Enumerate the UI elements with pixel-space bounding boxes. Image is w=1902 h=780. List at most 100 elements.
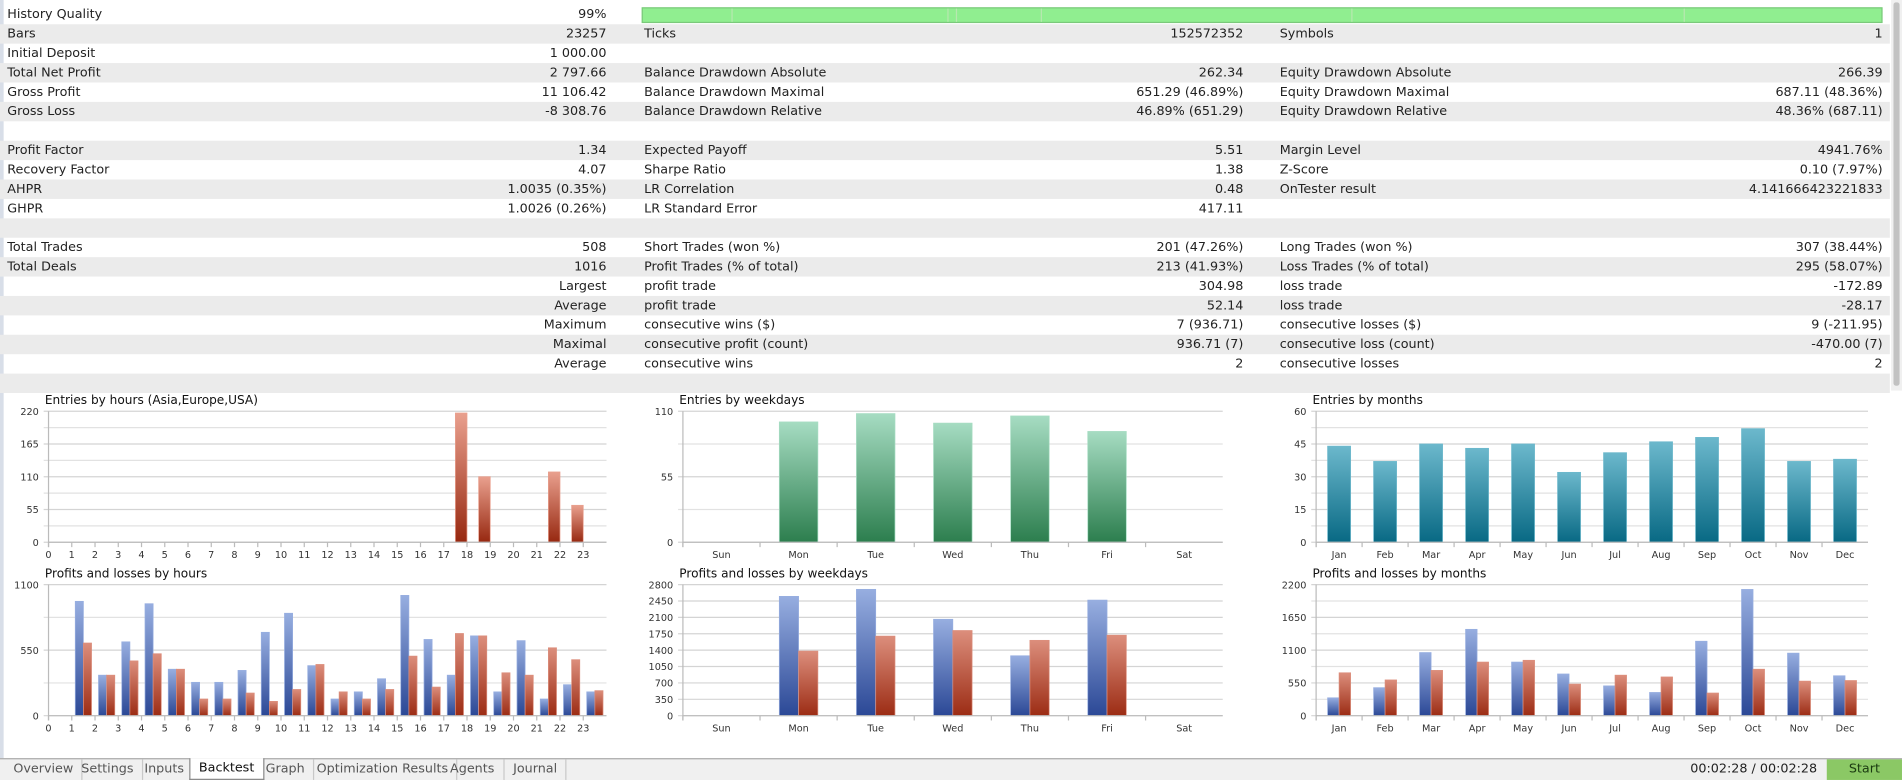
x-tick-label: Jul [1608, 723, 1621, 734]
tab-inputs[interactable]: Inputs [136, 759, 194, 780]
stat-label: Loss Trades (% of total) [1279, 259, 1429, 275]
x-tick-label: 6 [185, 723, 191, 734]
x-tick-label: Sep [1698, 723, 1716, 734]
chart-4: Profits and losses by weekdays 0 350 700 105… [649, 566, 1223, 734]
bar-profits [1695, 640, 1708, 717]
x-tick-label: 1 [69, 723, 75, 734]
x-tick-label: Dec [1836, 550, 1855, 561]
x-tick-label: Sun [712, 723, 730, 734]
history-quality-label: History Quality [7, 7, 103, 22]
stat-label: Total Deals [7, 259, 77, 275]
x-tick-label: Sun [712, 550, 730, 561]
x-tick-label: 20 [507, 723, 519, 734]
bar-entries [1603, 452, 1627, 543]
stat-value: 307 (38.44%) [1795, 240, 1883, 255]
stat-label: Ticks [644, 26, 677, 42]
y-tick-label: 110 [655, 407, 674, 418]
bar-profits [423, 639, 433, 717]
x-tick-label: May [1513, 723, 1533, 734]
stat-value: 4.07 [578, 162, 607, 178]
stats-row: Maximum consecutive wins ($) 7 (936.71) con… [0, 315, 1890, 334]
stats-row: GHPR 1.0026 (0.26%) LR Standard Error 417.1… [0, 199, 1890, 218]
tab-agents[interactable]: Agents [442, 759, 505, 780]
bar-losses [83, 642, 92, 717]
y-tick-label: 550 [1288, 679, 1307, 690]
stat-label: Z-Score [1279, 162, 1329, 178]
bar-losses [176, 668, 185, 717]
bar-profits [516, 640, 526, 717]
bar-losses [431, 686, 441, 717]
vertical-scrollbar[interactable] [1891, 0, 1902, 391]
y-tick-label: 45 [1294, 440, 1306, 451]
history-quality-bar [641, 7, 1883, 24]
stat-label: consecutive losses ($) [1279, 317, 1422, 333]
chart-title: Entries by hours (Asia,Europe,USA) [45, 393, 258, 407]
x-tick-label: 6 [185, 550, 191, 561]
stat-value: 1 000.00 [549, 46, 607, 61]
tab-overview[interactable]: Overview [5, 759, 84, 780]
bar-profits [237, 670, 247, 717]
bar-losses [501, 672, 511, 717]
stat-value: 1.0035 (0.35%) [507, 181, 607, 197]
chart-1: Entries by weekdays 0 55 110 Sun Mon Tue Wed Thu… [655, 393, 1223, 561]
bar-profits [1087, 599, 1108, 717]
bar-losses [455, 633, 464, 717]
x-tick-label: 14 [368, 723, 380, 734]
chart-5: Profits and losses by months 0 550 1100 1650… [1282, 566, 1869, 734]
x-tick-label: Nov [1790, 550, 1809, 561]
stat-label: Short Trades (won %) [644, 240, 781, 255]
y-tick-label: 1650 [1282, 613, 1307, 624]
y-tick-label: 2200 [1282, 580, 1307, 591]
x-tick-label: 8 [231, 723, 237, 734]
y-tick-label: 2100 [649, 613, 674, 624]
y-tick-label: 1400 [649, 646, 674, 657]
bar-losses [1430, 670, 1443, 717]
tab-optimization-results[interactable]: Optimization Results [308, 759, 458, 780]
x-tick-label: Mon [788, 723, 808, 734]
bar-losses [129, 660, 139, 717]
bar-losses [548, 647, 557, 717]
stat-value: 295 (58.07%) [1795, 259, 1883, 275]
x-tick-label: 12 [321, 723, 333, 734]
y-tick-label: 0 [33, 538, 39, 549]
start-button[interactable]: Start [1826, 759, 1902, 780]
bar-entries [1511, 443, 1535, 543]
x-tick-label: May [1513, 550, 1533, 561]
y-tick-label: 110 [20, 472, 39, 483]
stat-label: loss trade [1279, 278, 1343, 294]
bar-entries [1465, 447, 1489, 543]
bar-losses [1798, 680, 1811, 717]
tab-journal[interactable]: Journal [505, 759, 567, 780]
bar-entries [1010, 415, 1050, 543]
bar-losses [875, 635, 896, 717]
y-tick-label: 1100 [14, 580, 39, 591]
stats-row: Total Net Profit 2 797.66 Balance Drawdown… [0, 63, 1890, 83]
y-tick-label: 0 [667, 538, 673, 549]
stat-label: Equity Drawdown Maximal [1279, 84, 1450, 100]
stat-label: consecutive loss (count) [1279, 337, 1435, 352]
x-tick-label: Apr [1469, 723, 1486, 734]
x-tick-label: 11 [298, 550, 310, 561]
bar-losses [385, 689, 395, 717]
stat-value: 2 797.66 [549, 65, 607, 81]
x-tick-label: Oct [1745, 550, 1762, 561]
x-tick-label: Wed [942, 723, 963, 734]
stat-label: LR Standard Error [644, 201, 758, 216]
stats-row: Gross Loss -8 308.76 Balance Drawdown Rela… [0, 101, 1890, 122]
scrollbar-thumb[interactable] [1893, 2, 1900, 386]
stat-label: Long Trades (won %) [1279, 240, 1413, 255]
bar-profits [1741, 589, 1754, 717]
x-tick-label: Jul [1608, 550, 1621, 561]
bar-profits [400, 595, 410, 717]
x-tick-label: 5 [162, 550, 168, 561]
tab-graph[interactable]: Graph [257, 759, 315, 780]
x-tick-label: Sat [1176, 550, 1192, 561]
bar-profits [933, 618, 954, 717]
tab-settings[interactable]: Settings [73, 759, 144, 780]
bar-losses [338, 691, 348, 717]
stat-value: 7 (936.71) [1176, 317, 1244, 333]
tab-backtest[interactable]: Backtest [189, 758, 265, 780]
y-tick-label: 220 [20, 407, 39, 418]
stat-label: GHPR [7, 201, 44, 216]
bar-losses [478, 635, 488, 717]
